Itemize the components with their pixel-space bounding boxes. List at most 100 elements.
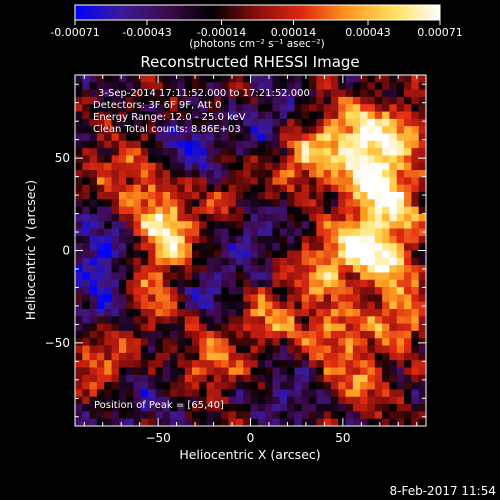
heatmap-cell <box>316 235 324 244</box>
heatmap-cell <box>118 360 127 368</box>
heatmap-cell <box>162 111 171 120</box>
heatmap-cell <box>96 404 105 412</box>
heatmap-cell <box>396 243 405 251</box>
heatmap-cell <box>404 338 412 346</box>
heatmap-cell <box>228 184 237 193</box>
heatmap-cell <box>133 126 142 134</box>
heatmap-cell <box>396 360 405 368</box>
heatmap-cell <box>250 75 259 83</box>
heatmap-cell <box>257 111 266 120</box>
heatmap-cell <box>250 367 259 376</box>
heatmap-cell <box>140 213 149 222</box>
heatmap-cell <box>287 82 295 90</box>
heatmap-cell <box>411 389 420 398</box>
heatmap-cell <box>418 89 427 98</box>
heatmap-cell <box>206 411 215 420</box>
heatmap-cell <box>104 257 112 266</box>
heatmap-cell <box>330 243 339 251</box>
heatmap-cell <box>82 177 90 186</box>
heatmap-cell <box>206 228 215 237</box>
heatmap-cell <box>294 177 303 186</box>
heatmap-cell <box>126 213 134 222</box>
heatmap-cell <box>184 228 193 237</box>
heatmap-cell <box>243 352 251 361</box>
heatmap-cell <box>382 199 390 207</box>
heatmap-cell <box>148 170 156 178</box>
heatmap-cell <box>155 170 164 178</box>
heatmap-cell <box>374 111 383 120</box>
heatmap-cell <box>330 206 339 215</box>
heatmap-cell <box>301 250 310 259</box>
heatmap-cell <box>345 360 354 368</box>
heatmap-cell <box>104 184 112 193</box>
heatmap-cell <box>140 367 149 376</box>
heatmap-cell <box>338 221 346 229</box>
heatmap-cell <box>287 323 295 332</box>
heatmap-cell <box>148 235 156 244</box>
heatmap-cell <box>396 374 405 383</box>
heatmap-cell <box>235 96 244 105</box>
heatmap-cell <box>111 309 120 317</box>
heatmap-cell <box>287 184 295 193</box>
heatmap-cell <box>89 272 98 281</box>
heatmap-cell <box>111 89 120 98</box>
heatmap-cell <box>389 323 398 332</box>
heatmap-cell <box>228 162 237 171</box>
heatmap-cell <box>272 389 281 398</box>
heatmap-cell <box>338 309 346 317</box>
heatmap-cell <box>243 184 251 193</box>
heatmap-cell <box>199 345 207 354</box>
heatmap-cell <box>235 265 244 273</box>
heatmap-cell <box>148 272 156 281</box>
heatmap-cell <box>155 213 164 222</box>
heatmap-cell <box>228 96 237 105</box>
heatmap-cell <box>374 352 383 361</box>
heatmap-cell <box>330 96 339 105</box>
heatmap-cell <box>170 352 178 361</box>
heatmap-cell <box>126 243 134 251</box>
heatmap-cell <box>104 382 112 390</box>
heatmap-cell <box>265 338 273 346</box>
heatmap-cell <box>243 148 251 156</box>
heatmap-cell <box>374 148 383 156</box>
heatmap-cell <box>411 133 420 142</box>
heatmap-cell <box>411 404 420 412</box>
heatmap-cell <box>184 257 193 266</box>
heatmap-cell <box>345 96 354 105</box>
heatmap-cell <box>352 126 361 134</box>
heatmap-cell <box>184 396 193 405</box>
heatmap-cell <box>418 126 427 134</box>
info-energy-range: Energy Range: 12.0 - 25.0 keV <box>93 112 246 123</box>
heatmap-cell <box>75 235 83 244</box>
heatmap-cell <box>75 206 83 215</box>
heatmap-cell <box>177 199 186 207</box>
heatmap-cell <box>330 338 339 346</box>
heatmap-cell <box>411 316 420 324</box>
heatmap-cell <box>257 133 266 142</box>
heatmap-cell <box>360 104 368 112</box>
heatmap-cell <box>192 382 200 390</box>
heatmap-cell <box>148 250 156 259</box>
heatmap-cell <box>192 170 200 178</box>
heatmap-cell <box>360 309 368 317</box>
heatmap-cell <box>104 404 112 412</box>
heatmap-cell <box>162 279 171 288</box>
heatmap-cell <box>272 309 281 317</box>
heatmap-cell <box>206 396 215 405</box>
info-annotations: 3-Sep-2014 17:11:52.000 to 17:21:52.000 … <box>93 88 310 411</box>
heatmap-cell <box>360 294 368 303</box>
heatmap-cell <box>287 104 295 112</box>
heatmap-cell <box>272 199 281 207</box>
heatmap-cell <box>177 96 186 105</box>
heatmap-cell <box>177 89 186 98</box>
heatmap-cell <box>265 265 273 273</box>
heatmap-cell <box>404 250 412 259</box>
heatmap-cell <box>199 126 207 134</box>
heatmap-cell <box>309 177 317 186</box>
heatmap-cell <box>228 265 237 273</box>
heatmap-cell <box>367 213 376 222</box>
heatmap-cell <box>323 345 332 354</box>
heatmap-cell <box>221 345 229 354</box>
heatmap-cell <box>330 250 339 259</box>
heatmap-cell <box>396 235 405 244</box>
